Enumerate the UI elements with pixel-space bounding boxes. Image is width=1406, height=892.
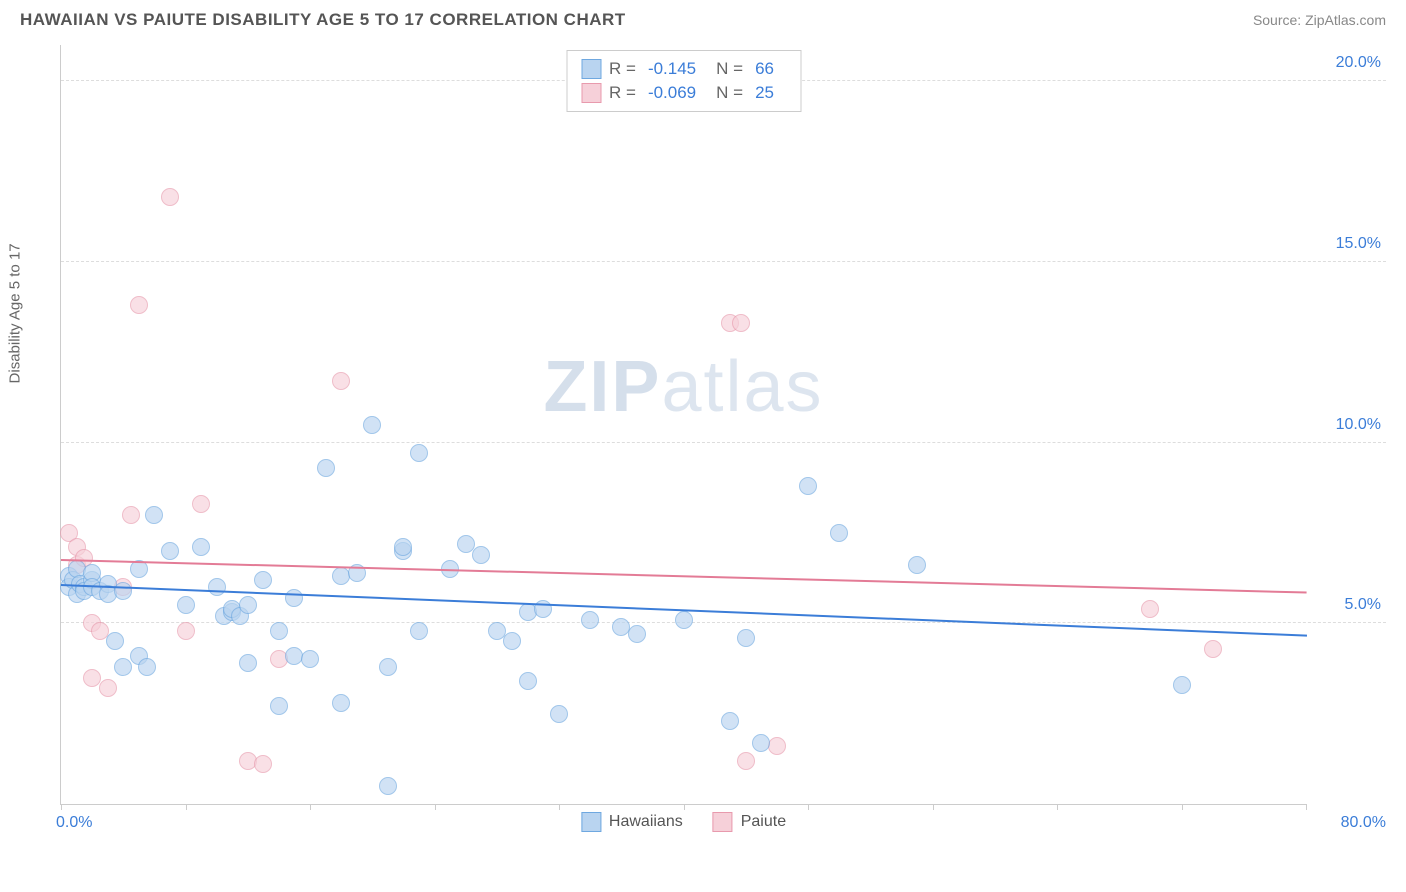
- legend-row-hawaiians: R = -0.145 N = 66: [581, 57, 786, 81]
- trend-line-paiute: [61, 559, 1307, 594]
- chart-title: HAWAIIAN VS PAIUTE DISABILITY AGE 5 TO 1…: [20, 10, 626, 30]
- x-tick: [1057, 804, 1058, 810]
- legend-item-paiute: Paiute: [713, 812, 786, 832]
- x-tick: [61, 804, 62, 810]
- swatch-paiute: [581, 83, 601, 103]
- data-point-hawaiians: [379, 777, 397, 795]
- data-point-hawaiians: [472, 546, 490, 564]
- x-tick: [808, 804, 809, 810]
- swatch-hawaiians-icon: [581, 812, 601, 832]
- data-point-hawaiians: [721, 712, 739, 730]
- legend-item-hawaiians: Hawaiians: [581, 812, 683, 832]
- data-point-hawaiians: [161, 542, 179, 560]
- data-point-paiute: [732, 314, 750, 332]
- swatch-hawaiians: [581, 59, 601, 79]
- x-tick: [310, 804, 311, 810]
- r-label: R =: [609, 59, 636, 79]
- data-point-hawaiians: [254, 571, 272, 589]
- data-point-hawaiians: [177, 596, 195, 614]
- data-point-hawaiians: [908, 556, 926, 574]
- legend-label-hawaiians: Hawaiians: [609, 813, 683, 831]
- data-point-hawaiians: [332, 694, 350, 712]
- data-point-hawaiians: [752, 734, 770, 752]
- data-point-hawaiians: [581, 611, 599, 629]
- data-point-hawaiians: [138, 658, 156, 676]
- data-point-hawaiians: [301, 650, 319, 668]
- data-point-hawaiians: [285, 589, 303, 607]
- gridline: [61, 622, 1386, 623]
- data-point-hawaiians: [519, 672, 537, 690]
- y-tick-label: 20.0%: [1336, 54, 1381, 72]
- data-point-hawaiians: [270, 622, 288, 640]
- x-tick: [1306, 804, 1307, 810]
- x-tick: [559, 804, 560, 810]
- data-point-hawaiians: [239, 654, 257, 672]
- x-origin-label: 0.0%: [56, 814, 92, 832]
- correlation-legend: R = -0.145 N = 66 R = -0.069 N = 25: [566, 50, 801, 112]
- chart-container: Disability Age 5 to 17 ZIPatlas R = -0.1…: [50, 35, 1386, 855]
- data-point-hawaiians: [114, 582, 132, 600]
- n-label: N =: [716, 59, 743, 79]
- x-tick: [435, 804, 436, 810]
- x-tick: [1182, 804, 1183, 810]
- n-label: N =: [716, 83, 743, 103]
- data-point-paiute: [177, 622, 195, 640]
- x-tick: [933, 804, 934, 810]
- y-tick-label: 15.0%: [1336, 235, 1381, 253]
- legend-label-paiute: Paiute: [741, 813, 786, 831]
- legend-row-paiute: R = -0.069 N = 25: [581, 81, 786, 105]
- data-point-paiute: [768, 737, 786, 755]
- data-point-paiute: [254, 755, 272, 773]
- data-point-paiute: [122, 506, 140, 524]
- n-value-paiute: 25: [755, 83, 774, 103]
- data-point-paiute: [1141, 600, 1159, 618]
- data-point-paiute: [192, 495, 210, 513]
- data-point-hawaiians: [363, 416, 381, 434]
- data-point-hawaiians: [830, 524, 848, 542]
- source-label: Source: ZipAtlas.com: [1253, 12, 1386, 28]
- y-tick-label: 10.0%: [1336, 416, 1381, 434]
- data-point-hawaiians: [106, 632, 124, 650]
- data-point-hawaiians: [628, 625, 646, 643]
- r-value-hawaiians: -0.145: [648, 59, 696, 79]
- data-point-paiute: [332, 372, 350, 390]
- x-tick: [684, 804, 685, 810]
- data-point-paiute: [737, 752, 755, 770]
- data-point-hawaiians: [503, 632, 521, 650]
- series-legend: Hawaiians Paiute: [581, 812, 786, 832]
- data-point-hawaiians: [410, 444, 428, 462]
- data-point-hawaiians: [192, 538, 210, 556]
- data-point-hawaiians: [208, 578, 226, 596]
- y-tick-label: 5.0%: [1345, 596, 1381, 614]
- gridline: [61, 442, 1386, 443]
- data-point-hawaiians: [410, 622, 428, 640]
- data-point-hawaiians: [799, 477, 817, 495]
- data-point-hawaiians: [317, 459, 335, 477]
- data-point-hawaiians: [239, 596, 257, 614]
- data-point-paiute: [99, 679, 117, 697]
- swatch-paiute-icon: [713, 812, 733, 832]
- watermark: ZIPatlas: [543, 346, 823, 428]
- data-point-hawaiians: [550, 705, 568, 723]
- data-point-hawaiians: [379, 658, 397, 676]
- data-point-hawaiians: [1173, 676, 1191, 694]
- data-point-hawaiians: [737, 629, 755, 647]
- data-point-paiute: [130, 296, 148, 314]
- data-point-hawaiians: [270, 697, 288, 715]
- data-point-hawaiians: [394, 538, 412, 556]
- y-axis-label: Disability Age 5 to 17: [7, 243, 24, 383]
- data-point-hawaiians: [114, 658, 132, 676]
- gridline: [61, 261, 1386, 262]
- n-value-hawaiians: 66: [755, 59, 774, 79]
- x-tick: [186, 804, 187, 810]
- data-point-paiute: [1204, 640, 1222, 658]
- x-max-label: 80.0%: [1341, 814, 1386, 832]
- plot-area: ZIPatlas R = -0.145 N = 66 R = -0.069 N …: [60, 45, 1306, 805]
- r-value-paiute: -0.069: [648, 83, 696, 103]
- r-label: R =: [609, 83, 636, 103]
- data-point-paiute: [161, 188, 179, 206]
- data-point-hawaiians: [675, 611, 693, 629]
- data-point-hawaiians: [145, 506, 163, 524]
